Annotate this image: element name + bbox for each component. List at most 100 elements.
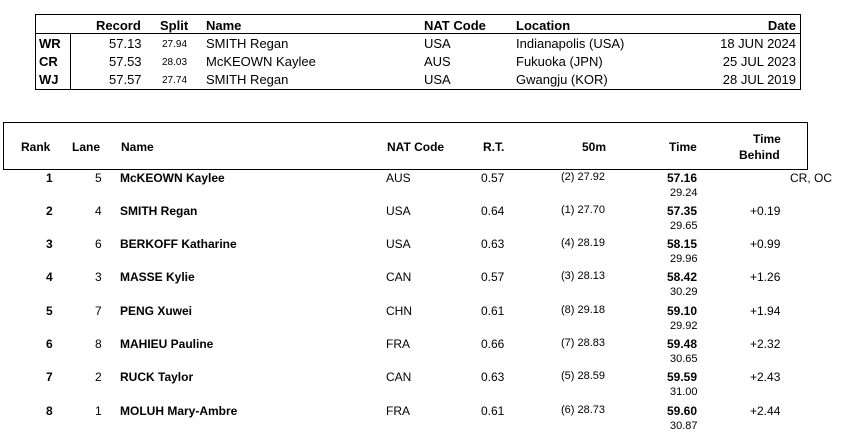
records-header-record: Record [96,18,141,33]
rank: 3 [46,237,53,251]
lane: 7 [95,304,102,318]
records-header-name: Name [206,18,242,33]
record-code: WR [39,36,61,51]
reaction-time: 0.64 [481,204,505,218]
nat-code: USA [386,237,411,251]
second-split: 30.87 [670,420,698,432]
time-behind: +2.32 [750,337,781,351]
reaction-time: 0.57 [481,270,505,284]
header-time: Time [669,140,697,154]
nat-code: CHN [386,304,412,318]
reaction-time: 0.63 [481,237,505,251]
time-behind: +1.94 [750,304,781,318]
record-location: Fukuoka (JPN) [516,54,603,69]
split-50m: (8) 29.18 [561,304,606,316]
records-header-nat: NAT Code [424,18,486,33]
athlete-name: MAHIEU Pauline [120,337,214,351]
record-split: 27.94 [162,39,188,50]
record-location: Indianapolis (USA) [516,36,625,51]
final-time: 59.59 [667,370,698,384]
lane: 3 [95,270,102,284]
athlete-name: SMITH Regan [120,204,198,218]
rank: 8 [46,404,53,418]
split-50m: (7) 28.83 [561,337,606,349]
record-nat: USA [424,72,451,87]
rank: 2 [46,204,53,218]
time-behind: +1.26 [750,270,781,284]
records-header-location: Location [516,18,571,33]
second-split: 29.92 [670,320,698,332]
lane: 2 [95,370,102,384]
records-header-split: Split [160,18,189,33]
nat-code: CAN [386,370,412,384]
final-time: 58.42 [667,270,698,284]
record-date: 18 JUN 2024 [720,36,796,51]
header-time-behind-line1: Time [753,132,781,146]
nat-code: CAN [386,270,412,284]
final-time: 59.10 [667,304,698,318]
split-50m: (1) 27.70 [561,204,606,216]
final-time: 59.48 [667,337,698,351]
time-behind: +0.99 [750,237,781,251]
split-50m: (2) 27.92 [561,171,606,183]
second-split: 29.65 [670,220,698,232]
second-split: 31.00 [670,386,698,398]
header-lane: Lane [72,140,101,154]
record-time: 57.57 [109,72,142,87]
record-code: CR [39,54,58,69]
lane: 5 [95,171,102,185]
split-50m: (6) 28.73 [561,404,606,416]
record-location: Gwangju (KOR) [516,72,608,87]
reaction-time: 0.61 [481,404,505,418]
reaction-time: 0.61 [481,304,505,318]
record-date: 28 JUL 2019 [722,72,796,87]
records-header-date: Date [767,18,796,33]
split-50m: (4) 28.19 [561,237,606,249]
athlete-name: MASSE Kylie [120,270,195,284]
second-split: 29.96 [670,253,698,265]
reaction-time: 0.63 [481,370,505,384]
rank: 1 [46,171,53,185]
nat-code: AUS [386,171,411,185]
record-name: SMITH Regan [206,36,289,51]
header-time-behind-line2: Behind [739,148,780,162]
record-split: 27.74 [162,75,188,86]
time-behind: +2.44 [750,404,781,418]
lane: 8 [95,337,102,351]
time-behind: +0.19 [750,204,781,218]
nat-code: FRA [386,404,410,418]
records-table: Record Split Name NAT Code Location Date… [35,14,801,90]
rank: 5 [46,304,53,318]
second-split: 30.65 [670,353,698,365]
header-50m: 50m [582,140,607,154]
record-time: 57.13 [109,36,142,51]
record-date: 25 JUL 2023 [722,54,796,69]
nat-code: FRA [386,337,410,351]
results-header: Rank Lane Name NAT Code R.T. 50m Time Ti… [3,122,808,170]
record-split: 28.03 [162,57,188,68]
header-nat: NAT Code [387,140,445,154]
record-marks: CR, OC [790,171,832,185]
nat-code: USA [386,204,411,218]
reaction-time: 0.57 [481,171,505,185]
time-behind: +2.43 [750,370,781,384]
final-time: 59.60 [667,404,698,418]
athlete-name: MOLUH Mary-Ambre [120,404,238,418]
header-rt: R.T. [483,140,505,154]
second-split: 29.24 [670,187,698,199]
final-time: 58.15 [667,237,698,251]
rank: 7 [46,370,53,384]
second-split: 30.29 [670,286,698,298]
lane: 4 [95,204,102,218]
athlete-name: PENG Xuwei [120,304,193,318]
split-50m: (5) 28.59 [561,370,606,382]
record-time: 57.53 [109,54,142,69]
lane: 6 [95,237,102,251]
rank: 6 [46,337,53,351]
athlete-name: BERKOFF Katharine [120,237,237,251]
records-header-divider [36,33,800,34]
records-code-divider [70,33,71,89]
split-50m: (3) 28.13 [561,270,606,282]
athlete-name: RUCK Taylor [120,370,194,384]
record-nat: USA [424,36,451,51]
